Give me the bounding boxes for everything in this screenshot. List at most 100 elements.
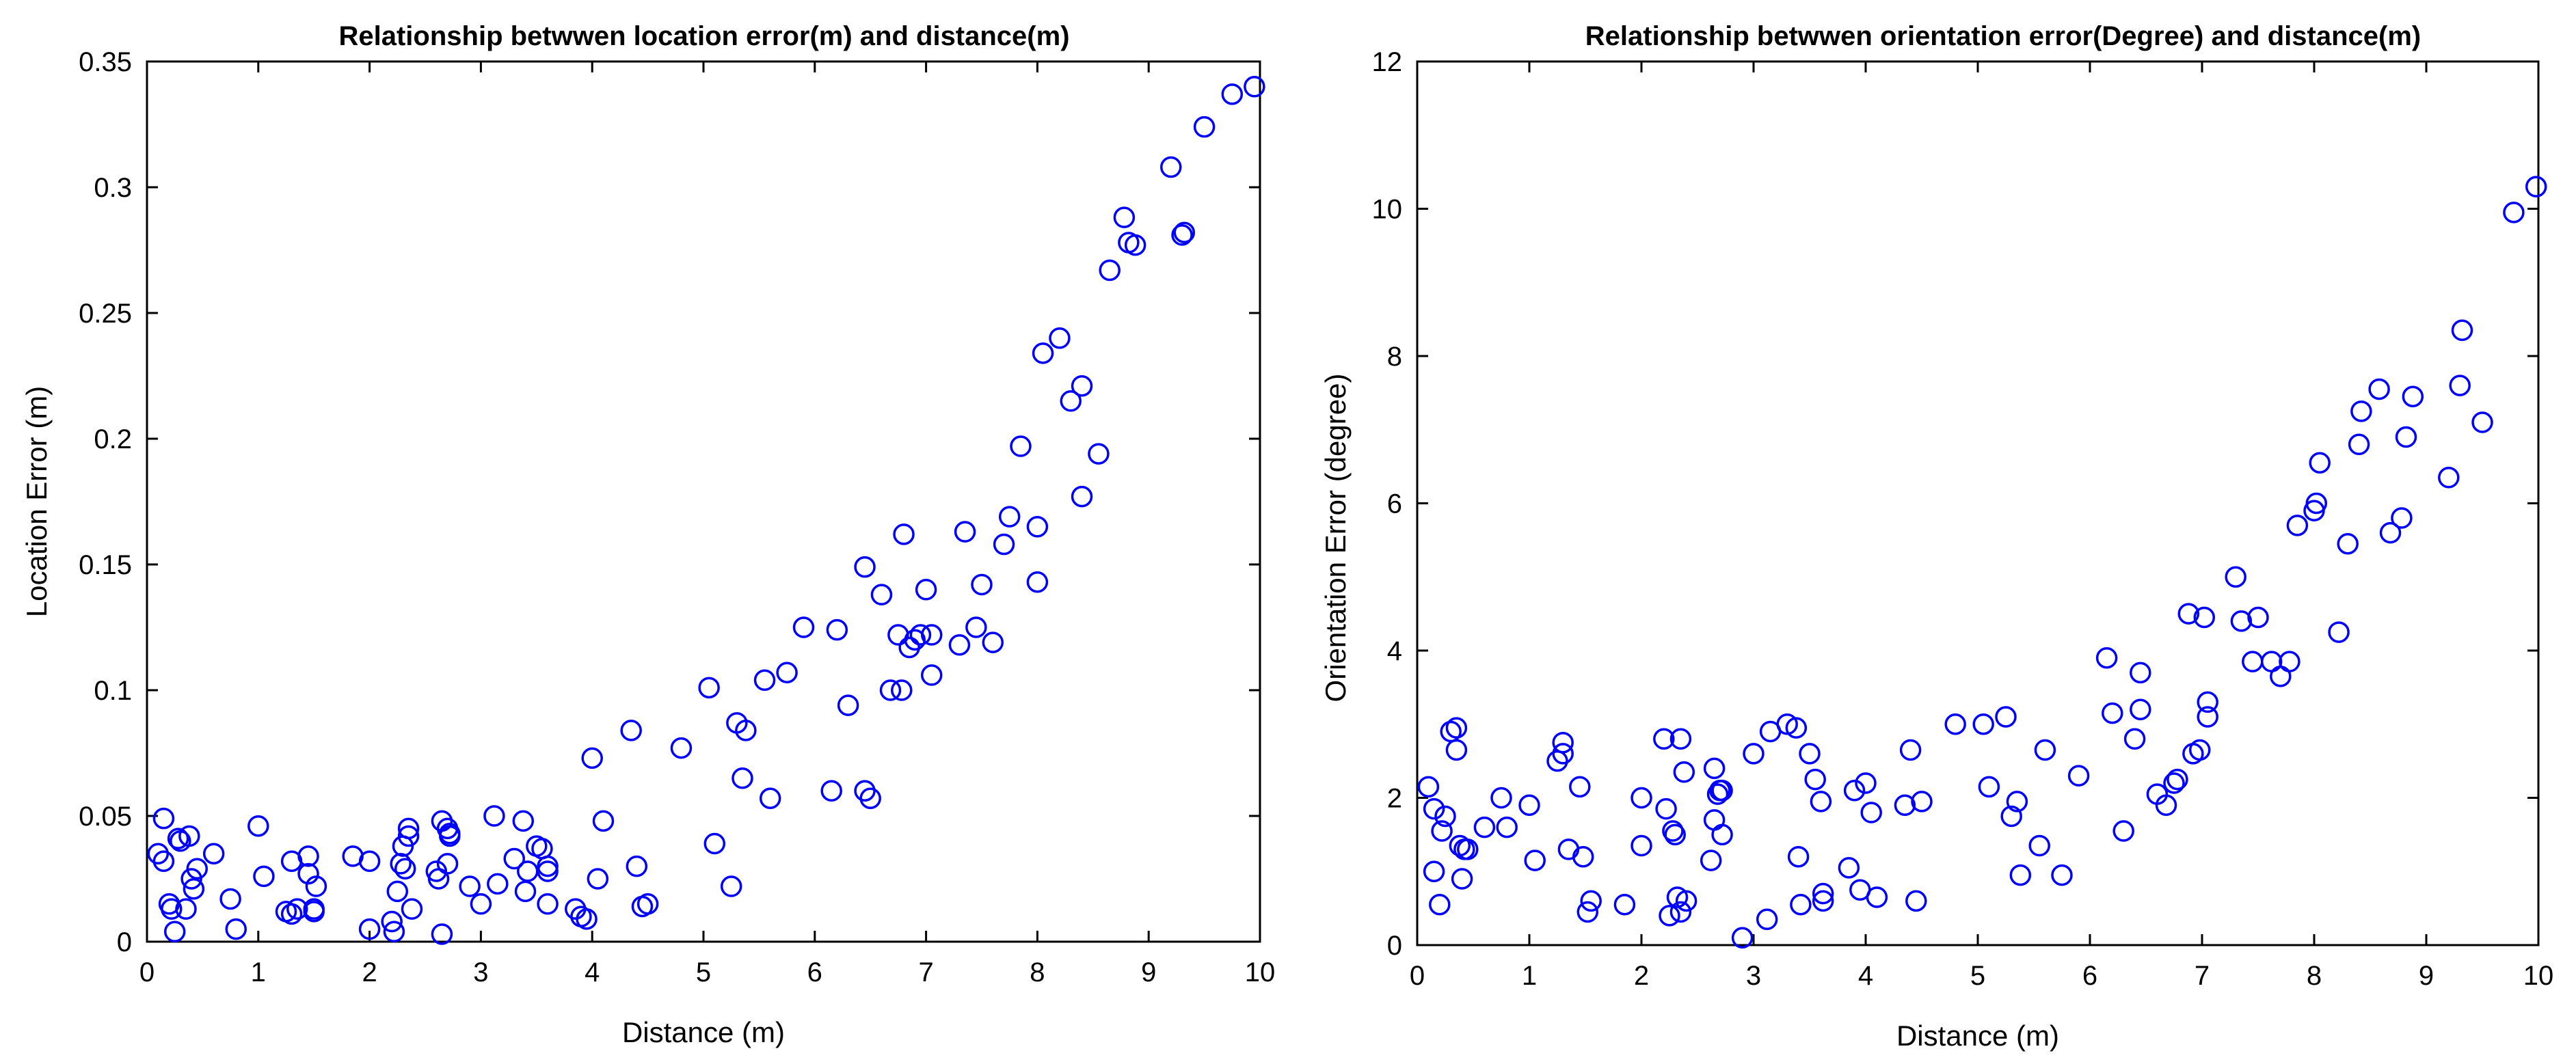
data-point <box>219 888 241 910</box>
data-point <box>826 618 848 641</box>
data-point <box>1756 908 1778 931</box>
data-point <box>1221 83 1244 105</box>
data-point <box>1417 776 1440 798</box>
x-tick-label: 4 <box>585 957 600 987</box>
data-point <box>982 631 1004 653</box>
data-point <box>759 787 781 809</box>
orientation-error-chart: Relationship betwwen orientation error(D… <box>1319 21 2553 1052</box>
plot-frame <box>1416 60 2540 946</box>
data-point <box>517 860 539 882</box>
data-point <box>1662 820 1684 842</box>
data-point <box>1032 342 1054 364</box>
data-point <box>1711 823 1733 846</box>
data-point <box>1113 206 1136 228</box>
data-point <box>1669 728 1692 750</box>
data-point <box>483 805 505 827</box>
data-point <box>1944 713 1966 735</box>
data-point <box>1088 443 1110 465</box>
data-point <box>2402 385 2424 408</box>
data-point <box>2309 452 2331 474</box>
data-point <box>383 920 405 943</box>
data-point <box>581 747 603 769</box>
data-point <box>1995 706 2017 728</box>
data-point <box>1675 890 1698 912</box>
data-point <box>1659 905 1680 927</box>
data-point <box>1843 779 1866 802</box>
data-point <box>1049 327 1071 349</box>
data-point <box>186 858 209 880</box>
data-point <box>1026 571 1049 593</box>
data-point <box>1978 776 2000 798</box>
data-point <box>1631 787 1652 809</box>
data-point <box>1445 717 1468 739</box>
data-point <box>2102 702 2123 724</box>
x-tick-label: 1 <box>1522 961 1537 991</box>
y-tick-label: 4 <box>1387 636 1402 666</box>
data-point <box>1664 823 1686 846</box>
data-point <box>2451 319 2473 342</box>
data-point <box>297 862 319 885</box>
data-point <box>1577 901 1599 923</box>
data-point <box>2230 610 2253 632</box>
x-tick-label: 10 <box>1245 957 1276 987</box>
data-point <box>2177 603 2200 625</box>
data-point <box>1653 728 1675 750</box>
y-axis-label: Location Error (m) <box>21 386 53 617</box>
data-point <box>2000 805 2022 828</box>
data-point <box>1572 845 1594 868</box>
data-point <box>1711 779 1733 802</box>
data-point <box>1496 816 1518 838</box>
data-point <box>971 573 993 596</box>
data-point <box>1431 820 1453 842</box>
data-point <box>161 898 183 920</box>
data-point <box>537 893 559 915</box>
data-point <box>1580 890 1602 912</box>
data-point <box>993 533 1015 556</box>
data-point <box>537 860 559 882</box>
data-point <box>2188 739 2211 761</box>
data-point <box>1838 857 1860 879</box>
data-point <box>225 918 247 940</box>
data-point <box>2449 374 2471 396</box>
data-point <box>2337 533 2359 555</box>
location-error-chart: Relationship betwwen location error(m) a… <box>21 21 1275 1048</box>
data-point <box>1160 156 1182 178</box>
data-point <box>2379 521 2402 544</box>
data-point <box>2112 820 2134 842</box>
x-tick-label: 8 <box>1030 957 1045 987</box>
data-point <box>893 523 915 545</box>
data-point <box>2471 411 2493 433</box>
data-point <box>1429 893 1451 916</box>
data-point <box>2130 661 2151 684</box>
data-point <box>854 556 876 578</box>
x-tick-label: 7 <box>918 957 933 987</box>
y-tick-label: 2 <box>1387 784 1402 814</box>
data-point <box>431 923 453 945</box>
x-tick-label: 5 <box>696 957 711 987</box>
data-point <box>163 920 186 943</box>
data-point <box>537 855 559 877</box>
data-point <box>253 865 275 888</box>
data-point <box>397 825 420 847</box>
data-point <box>948 634 971 656</box>
data-point <box>2260 651 2283 672</box>
data-point <box>381 910 403 933</box>
data-point <box>1899 739 1922 761</box>
x-tick-label: 2 <box>1634 961 1649 991</box>
axis-ticks: 0 1 2 3 4 5 6 7 8 9 10 0 0.05 0.1 0.15 0.2 0.25 0.3 0.35 <box>79 47 1275 987</box>
data-point <box>2348 433 2370 456</box>
data-point <box>1557 838 1580 860</box>
x-tick-label: 9 <box>1141 957 1156 987</box>
data-point <box>1099 259 1121 282</box>
data-point <box>1812 882 1834 905</box>
data-point <box>180 868 202 890</box>
data-point <box>2391 507 2413 529</box>
data-point <box>358 850 381 872</box>
data-point <box>1799 743 1821 765</box>
data-point <box>2368 378 2390 400</box>
chart-title: Relationship betwwen orientation error(D… <box>1585 21 2421 51</box>
y-tick-label: 8 <box>1387 342 1402 372</box>
x-tick-label: 5 <box>1970 961 1985 991</box>
data-point <box>1569 776 1591 798</box>
